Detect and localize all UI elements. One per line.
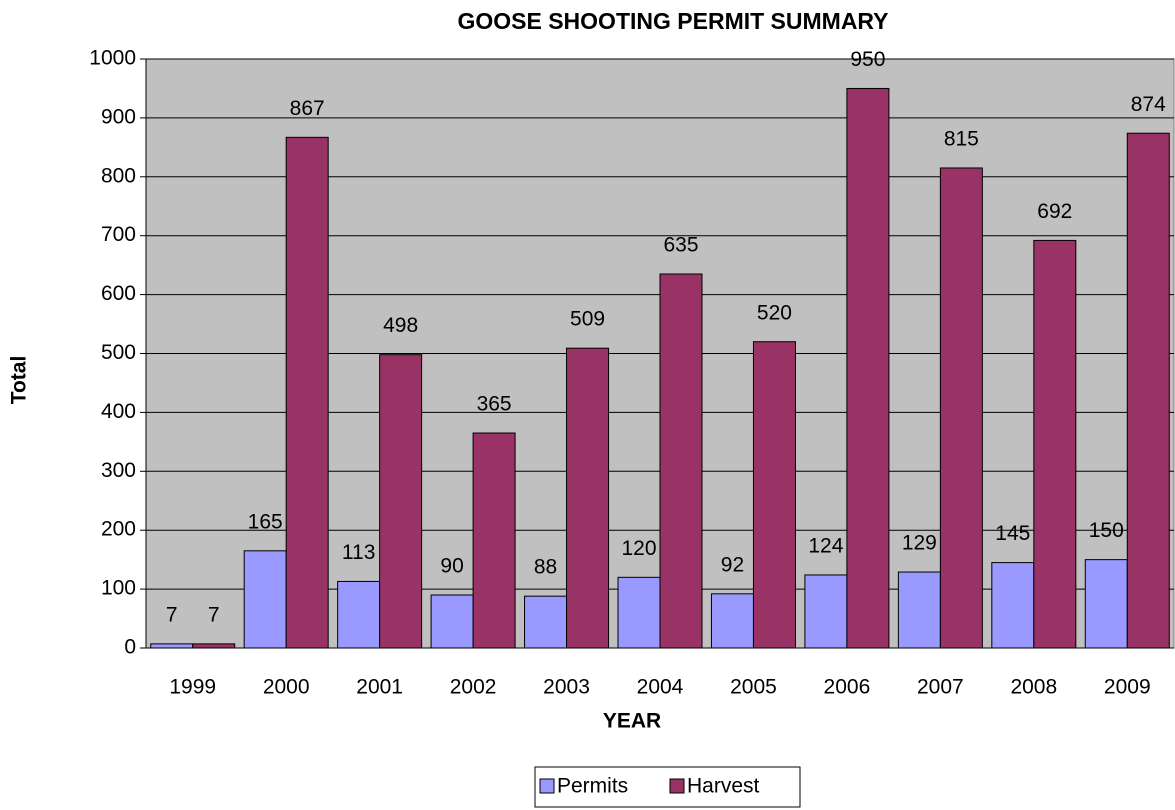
y-tick-label: 800 xyxy=(101,164,136,187)
bar xyxy=(524,595,568,649)
bar xyxy=(804,574,848,649)
x-tick-label: 2006 xyxy=(824,676,871,699)
data-label: 365 xyxy=(477,393,512,416)
y-tick-label: 0 xyxy=(124,636,136,659)
bar xyxy=(430,594,474,649)
x-tick-label: 2001 xyxy=(356,676,403,699)
legend-label: Permits xyxy=(557,775,628,798)
y-tick-label: 900 xyxy=(101,105,136,128)
y-tick-label: 1000 xyxy=(89,47,136,70)
bar xyxy=(337,580,381,649)
data-label: 692 xyxy=(1037,200,1072,223)
y-tick-label: 100 xyxy=(101,577,136,600)
y-tick-label: 500 xyxy=(101,341,136,364)
bar xyxy=(659,273,703,649)
data-label: 7 xyxy=(208,603,220,626)
x-tick-label: 2003 xyxy=(543,676,590,699)
legend-swatch xyxy=(539,778,555,794)
data-label: 150 xyxy=(1089,519,1124,542)
x-tick-label: 2007 xyxy=(917,676,964,699)
data-label: 92 xyxy=(721,553,744,576)
data-label: 145 xyxy=(995,522,1030,545)
data-label: 120 xyxy=(621,537,656,560)
bar xyxy=(285,136,329,649)
data-label: 509 xyxy=(570,308,605,331)
x-tick-label: 2005 xyxy=(730,676,777,699)
legend-swatch xyxy=(669,778,685,794)
x-tick-label: 1999 xyxy=(169,676,216,699)
data-label: 165 xyxy=(248,510,283,533)
bar xyxy=(846,87,890,649)
bar xyxy=(1126,132,1170,649)
x-tick-label: 2009 xyxy=(1104,676,1151,699)
data-label: 874 xyxy=(1131,93,1166,116)
data-label: 124 xyxy=(808,535,843,558)
bar xyxy=(617,576,661,649)
y-tick-label: 400 xyxy=(101,400,136,423)
data-label: 950 xyxy=(850,48,885,71)
y-tick-label: 200 xyxy=(101,518,136,541)
bar xyxy=(752,341,796,649)
bar xyxy=(710,593,754,649)
data-label: 635 xyxy=(663,234,698,257)
data-label: 867 xyxy=(290,97,325,120)
data-label: 129 xyxy=(902,532,937,555)
bar xyxy=(192,643,236,649)
y-tick-label: 700 xyxy=(101,223,136,246)
bar xyxy=(566,347,610,649)
data-label: 88 xyxy=(534,556,557,579)
bar xyxy=(939,167,983,649)
y-tick-label: 300 xyxy=(101,459,136,482)
bar xyxy=(991,562,1035,649)
bar xyxy=(379,354,423,649)
bar xyxy=(897,571,941,649)
bar xyxy=(150,643,194,649)
x-axis-label: YEAR xyxy=(603,710,661,733)
legend-label: Harvest xyxy=(687,775,760,798)
data-label: 90 xyxy=(440,555,463,578)
x-tick-label: 2004 xyxy=(637,676,684,699)
x-tick-label: 2000 xyxy=(263,676,310,699)
data-label: 520 xyxy=(757,301,792,324)
bar xyxy=(472,432,516,649)
data-label: 498 xyxy=(383,314,418,337)
y-tick-label: 600 xyxy=(101,282,136,305)
bar xyxy=(1084,559,1128,649)
data-label: 7 xyxy=(166,603,178,626)
x-tick-label: 2002 xyxy=(450,676,497,699)
data-label: 113 xyxy=(342,541,375,564)
x-tick-label: 2008 xyxy=(1010,676,1057,699)
data-label: 815 xyxy=(944,128,979,151)
y-axis-label: Total xyxy=(8,356,31,405)
bar xyxy=(1033,239,1077,649)
chart-title: GOOSE SHOOTING PERMIT SUMMARY xyxy=(457,8,888,34)
bar xyxy=(243,550,287,649)
legend xyxy=(534,766,801,808)
